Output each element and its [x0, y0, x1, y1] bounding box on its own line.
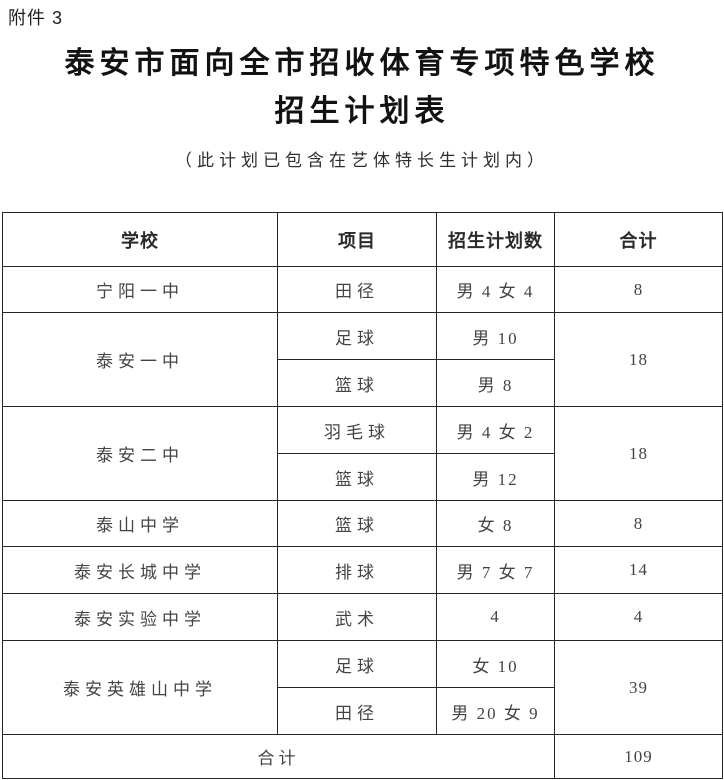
sport-cell: 篮球: [277, 359, 437, 407]
table-row: 泰安一中 足球 男 10 18: [2, 312, 723, 407]
sport-cell: 田径: [277, 687, 437, 735]
sport-cell: 羽毛球: [277, 406, 437, 454]
attachment-label: 附件 3: [8, 8, 64, 28]
header-total: 合计: [554, 212, 723, 267]
table-header-row: 学校 项目 招生计划数 合计: [2, 212, 723, 267]
school-cell: 泰安实验中学: [2, 593, 278, 641]
plan-cell: 男 20 女 9: [436, 687, 555, 735]
table-row: 泰安英雄山中学 足球 女 10 39: [2, 640, 723, 735]
total-cell: 18: [554, 406, 723, 501]
plan-cell: 男 12: [436, 453, 555, 501]
sport-cell: 篮球: [277, 500, 437, 547]
footer-total-label: 合计: [2, 734, 555, 779]
table-row: 泰山中学 篮球 女 8 8: [2, 500, 723, 547]
sport-cell: 排球: [277, 546, 437, 594]
plan-cell: 女 8: [436, 500, 555, 547]
plan-cell: 女 10: [436, 640, 555, 688]
total-cell: 8: [554, 266, 723, 313]
sport-cell: 足球: [277, 312, 437, 360]
document-subtitle: （此计划已包含在艺体特长生计划内）: [175, 151, 549, 170]
plan-cell: 男 4 女 4: [436, 266, 555, 313]
total-cell: 8: [554, 500, 723, 547]
school-cell: 泰山中学: [2, 500, 278, 547]
table-row: 宁阳一中 田径 男 4 女 4 8: [2, 266, 723, 313]
document-title: 泰安市面向全市招收体育专项特色学校 招生计划表: [0, 40, 724, 136]
plan-cell: 男 10: [436, 312, 555, 360]
header-sport: 项目: [277, 212, 437, 267]
header-plan: 招生计划数: [436, 212, 555, 267]
total-cell: 39: [554, 640, 723, 735]
school-cell: 宁阳一中: [2, 266, 278, 313]
document-title-line1: 泰安市面向全市招收体育专项特色学校: [64, 47, 660, 80]
sport-cell: 足球: [277, 640, 437, 688]
enrollment-table: 学校 项目 招生计划数 合计 宁阳一中 田径 男 4 女 4 8 泰安一中 足球…: [2, 212, 723, 779]
school-cell: 泰安长城中学: [2, 546, 278, 594]
school-cell: 泰安英雄山中学: [2, 640, 278, 735]
plan-cell: 4: [436, 593, 555, 641]
total-cell: 14: [554, 546, 723, 594]
document-title-line2: 招生计划表: [274, 95, 450, 128]
total-cell: 18: [554, 312, 723, 407]
table-row: 田径 男 20 女 9: [3, 687, 723, 735]
sport-cell: 武术: [277, 593, 437, 641]
table-row: 泰安长城中学 排球 男 7 女 7 14: [2, 546, 723, 594]
plan-cell: 男 7 女 7: [436, 546, 555, 594]
header-school: 学校: [2, 212, 278, 267]
plan-cell: 男 8: [436, 359, 555, 407]
table-footer-row: 合计 109: [2, 734, 723, 779]
school-cell: 泰安一中: [2, 312, 278, 407]
table-row: 篮球 男 8: [3, 359, 723, 407]
table-row: 泰安二中 羽毛球 男 4 女 2 18: [2, 406, 723, 501]
plan-cell: 男 4 女 2: [436, 406, 555, 454]
sport-cell: 田径: [277, 266, 437, 313]
sport-cell: 篮球: [277, 453, 437, 501]
table-row: 篮球 男 12: [3, 453, 723, 501]
table-row: 泰安实验中学 武术 4 4: [2, 593, 723, 641]
total-cell: 4: [554, 593, 723, 641]
school-cell: 泰安二中: [2, 406, 278, 501]
footer-total-value: 109: [554, 734, 723, 779]
